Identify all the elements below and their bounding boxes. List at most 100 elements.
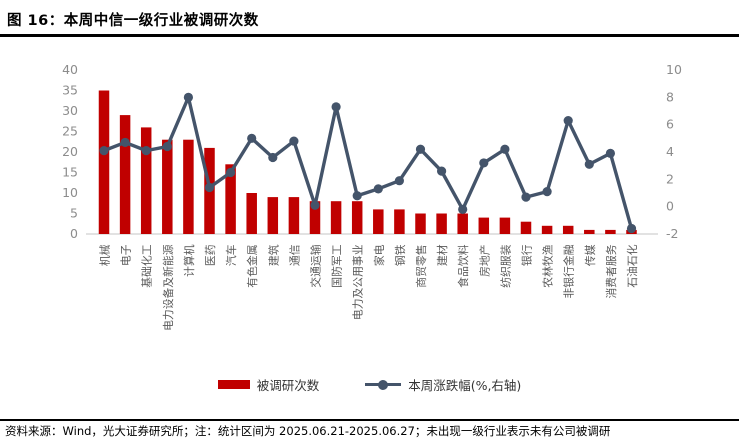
line-point: [605, 148, 616, 158]
line-point: [247, 133, 257, 143]
bar: [562, 225, 574, 234]
left-axis-tick: 10: [62, 185, 78, 200]
right-axis-tick: 6: [666, 117, 674, 132]
line-point: [626, 223, 637, 234]
line-point: [563, 115, 573, 126]
category-label: 国防军工: [330, 244, 344, 287]
bar: [98, 90, 110, 234]
right-axis-tick: 0: [666, 199, 674, 214]
chart-legend: 被调研次数 本周涨跌幅(%,右轴): [0, 375, 739, 394]
category-label: 基础化工: [140, 244, 154, 287]
legend-item-line: 本周涨跌幅(%,右轴): [365, 375, 521, 394]
left-axis-tick: 15: [62, 165, 78, 180]
line-point: [162, 141, 172, 152]
right-axis-tick: 4: [666, 144, 674, 159]
bar: [246, 193, 257, 234]
line-point: [183, 92, 193, 102]
footer-divider: [0, 419, 739, 421]
category-label: 医药: [204, 244, 217, 266]
category-label: 电子: [120, 244, 133, 266]
category-label: 石油石化: [625, 244, 639, 287]
left-axis-tick: 25: [62, 124, 78, 139]
line-point: [289, 136, 299, 146]
left-axis-tick: 40: [62, 62, 78, 77]
category-label: 电力设备及新能源: [161, 244, 175, 331]
source-note: 资料来源：Wind，光大证券研究所；注：统计区间为 2025.06.21-202…: [5, 424, 611, 438]
category-label: 消费者服务: [604, 244, 618, 298]
bar: [373, 209, 384, 234]
right-axis-tick: 10: [666, 62, 682, 77]
bar: [330, 201, 342, 234]
line-point: [500, 144, 510, 154]
left-axis-tick: 35: [62, 83, 78, 98]
line-point: [310, 200, 320, 210]
category-label: 纺织服装: [498, 244, 512, 287]
line-point: [331, 102, 341, 112]
category-label: 电力及公用事业: [352, 244, 365, 320]
bar-series-label: 被调研次数: [256, 378, 320, 393]
bar: [499, 217, 511, 234]
right-axis-tick: -2: [666, 226, 678, 241]
category-label: 机械: [98, 244, 112, 266]
category-label: 食品饮料: [456, 244, 470, 287]
bar: [140, 127, 152, 234]
figure-title: 图 16：本周中信一级行业被调研次数: [7, 13, 259, 29]
bar: [162, 139, 173, 234]
title-divider: [0, 34, 739, 37]
line-point: [415, 144, 426, 154]
bar: [225, 164, 236, 234]
bar: [394, 209, 405, 234]
line-series-label: 本周涨跌幅(%,右轴): [408, 378, 522, 393]
bar: [436, 213, 447, 234]
line-point: [479, 158, 489, 168]
bar: [478, 217, 490, 234]
category-label: 汽车: [224, 244, 238, 266]
bar: [183, 139, 194, 234]
line-point: [542, 187, 552, 197]
line-point: [394, 176, 404, 186]
bar: [520, 221, 532, 234]
category-label: 非银行金融: [562, 244, 576, 298]
right-axis-tick: 8: [666, 89, 674, 104]
category-label: 银行: [520, 244, 534, 266]
bar: [267, 197, 279, 234]
left-axis-tick: 0: [70, 226, 78, 241]
category-label: 家电: [372, 244, 386, 266]
bar: [119, 115, 131, 234]
line-point: [352, 191, 362, 201]
line-point: [458, 204, 468, 214]
line-point: [268, 152, 278, 163]
category-label: 建筑: [266, 244, 280, 266]
line-point: [141, 146, 151, 156]
category-label: 房地产: [477, 244, 491, 277]
line-marker-icon: [378, 379, 389, 390]
left-axis-tick: 5: [70, 206, 78, 221]
left-axis-tick: 30: [62, 103, 78, 118]
line-point: [437, 166, 447, 176]
line-series-swatch: [365, 379, 402, 390]
category-label: 计算机: [182, 244, 196, 277]
category-label: 商贸零售: [414, 245, 428, 288]
bar: [584, 229, 595, 234]
left-axis-tick: 20: [62, 144, 78, 159]
line-point: [226, 167, 236, 178]
line-point: [521, 192, 531, 202]
line-point: [373, 184, 383, 194]
category-label: 交通运输: [309, 244, 323, 287]
line-point: [120, 137, 130, 148]
legend-item-bar: 被调研次数: [217, 375, 320, 394]
category-label: 有色金属: [245, 245, 259, 288]
bar: [351, 201, 363, 234]
bar: [605, 229, 616, 234]
category-label: 建材: [435, 244, 449, 266]
category-label: 钢铁: [394, 244, 407, 266]
line-point: [584, 159, 594, 169]
line-point: [204, 182, 215, 193]
change-line: [102, 95, 634, 231]
line-point: [99, 146, 109, 156]
category-label: 传媒: [584, 244, 597, 266]
category-label: 通信: [288, 244, 301, 266]
category-label: 农林牧渔: [541, 244, 555, 287]
bar: [309, 201, 321, 234]
